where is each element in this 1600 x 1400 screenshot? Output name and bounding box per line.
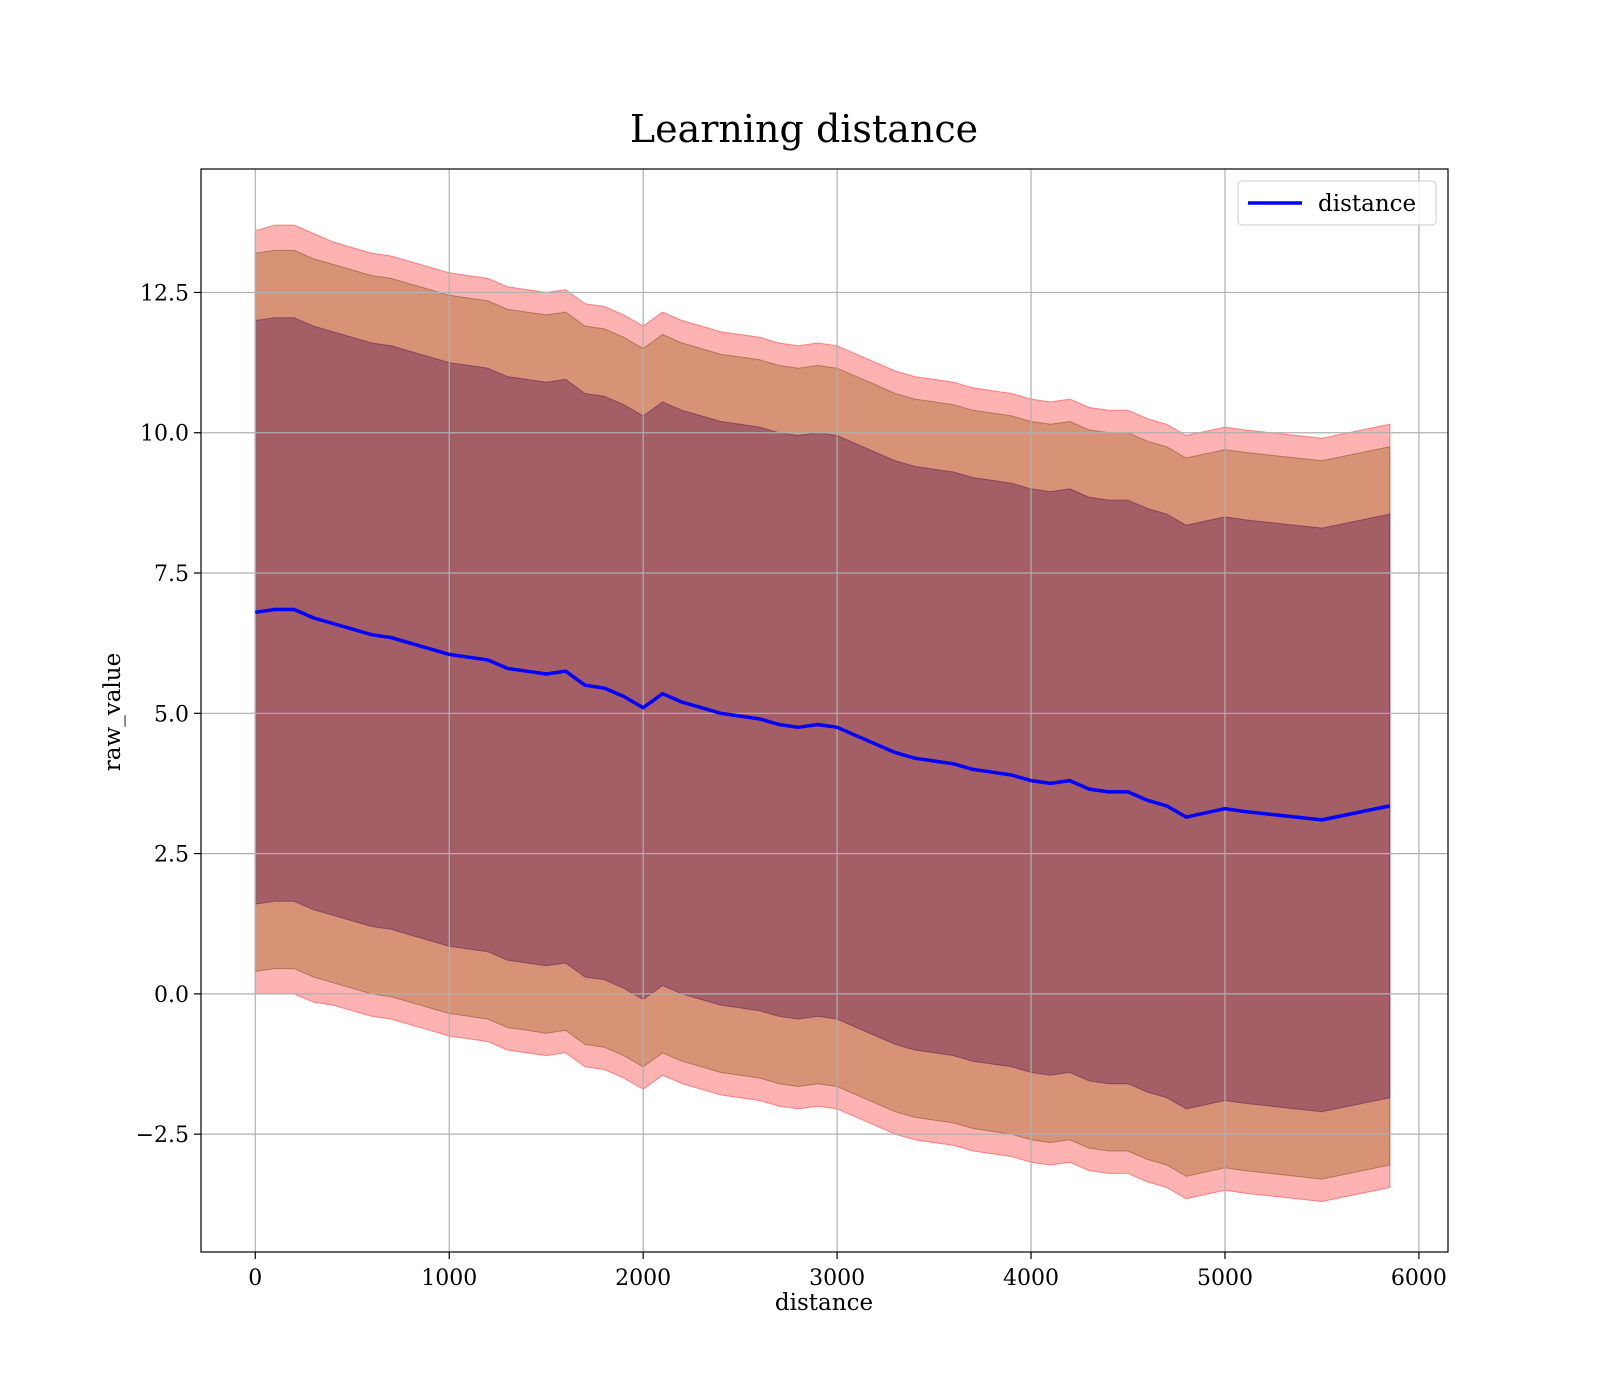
y-tick-label: 10.0 xyxy=(140,422,189,447)
x-tick-label: 6000 xyxy=(1391,1266,1447,1291)
band-inner xyxy=(254,317,1391,1113)
plot-area: 0 1000 2000 3000 4000 5000 6000 −2.5 0.0 2.5 5.0 7.… xyxy=(136,168,1449,1291)
y-tick-label: 5.0 xyxy=(154,702,189,727)
x-axis-label: distance xyxy=(775,1290,873,1316)
series-line-distance xyxy=(255,607,1391,822)
x-tick-label: 1000 xyxy=(421,1266,477,1291)
x-tick-label: 5000 xyxy=(1197,1266,1253,1291)
legend-label-distance: distance xyxy=(1318,191,1416,217)
y-tick-label: 7.5 xyxy=(154,562,189,587)
x-tick-label: 4000 xyxy=(1003,1266,1059,1291)
y-tick-label: 12.5 xyxy=(140,281,189,306)
y-tick-label: −2.5 xyxy=(136,1123,189,1148)
x-tick-label: 3000 xyxy=(809,1266,865,1291)
legend-box xyxy=(1237,180,1437,226)
x-tick-label: 2000 xyxy=(615,1266,671,1291)
y-tick-label: 0.0 xyxy=(154,983,189,1008)
chart-title: Learning distance xyxy=(630,107,978,151)
y-tick-label: 2.5 xyxy=(154,843,189,868)
x-tick-label: 0 xyxy=(248,1266,262,1291)
y-axis-label: raw_value xyxy=(100,653,126,771)
plot-frame xyxy=(200,168,1449,1253)
